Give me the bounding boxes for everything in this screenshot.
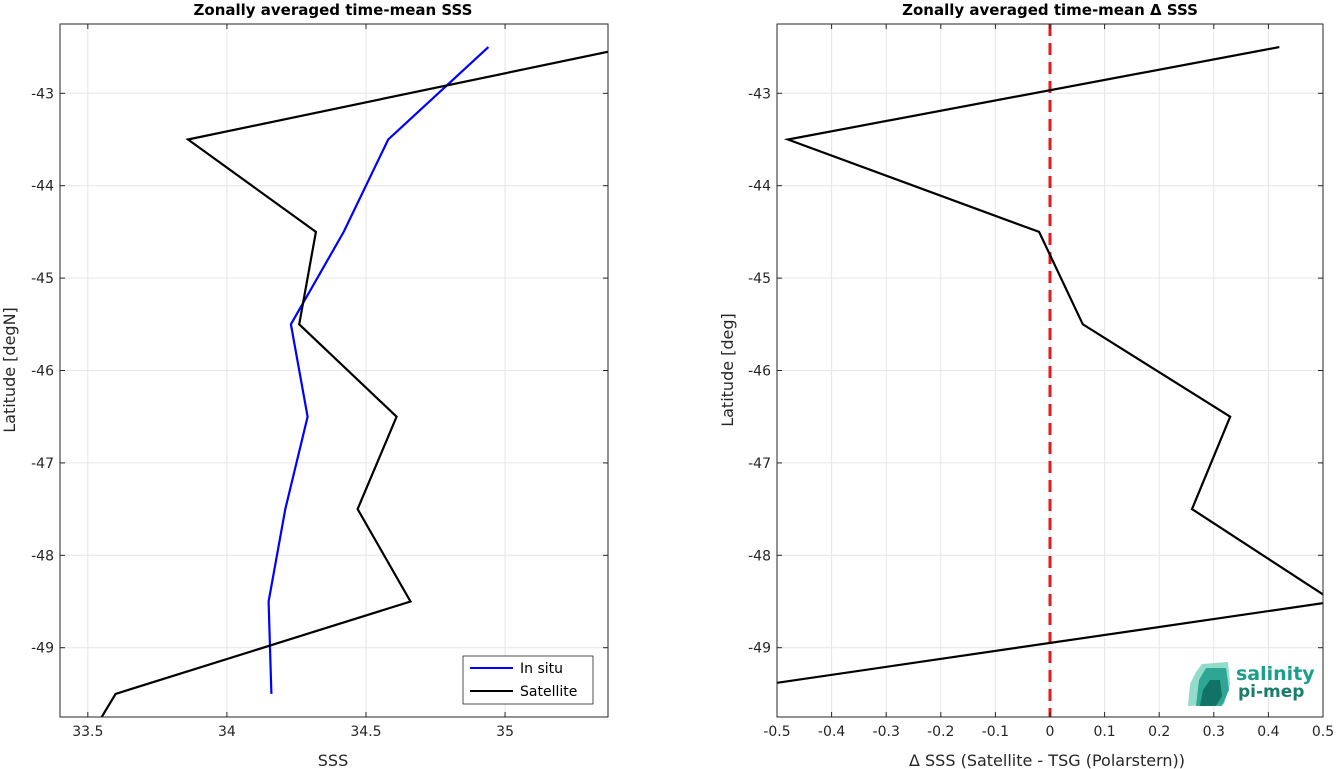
right-series-line-delta-sss xyxy=(777,46,1323,684)
right-y-tick-label: -49 xyxy=(748,641,771,657)
right-series-group xyxy=(777,24,1323,717)
sss-panel: 33.5 34 34.5 35 -43 -44 -45 -46 -47 -48 -49 Zonall… xyxy=(0,1,609,769)
right-x-tick-label: 0.4 xyxy=(1257,724,1279,740)
right-y-tick-label: -48 xyxy=(748,548,771,564)
left-series-group xyxy=(100,46,608,717)
right-x-tick-label: 0.2 xyxy=(1148,724,1170,740)
left-y-tick-label: -44 xyxy=(31,179,54,195)
right-y-tick-label: -47 xyxy=(748,456,771,472)
legend-label-in-situ: In situ xyxy=(520,661,563,677)
left-x-axis-label: SSS xyxy=(318,751,348,769)
left-ticks: 33.5 34 34.5 35 -43 -44 -45 -46 -47 -48 -49 xyxy=(31,24,608,740)
delta-sss-panel: -0.5 -0.4 -0.3 -0.2 -0.1 0 0.1 0.2 0.3 0.4 0.5 -43 -… xyxy=(718,1,1334,769)
logo-line1: salinity xyxy=(1236,663,1315,685)
left-y-axis-label: Latitude [degN] xyxy=(0,307,19,433)
left-x-tick-label: 34 xyxy=(218,724,236,740)
left-x-tick-label: 33.5 xyxy=(72,724,103,740)
right-x-tick-label: -0.2 xyxy=(927,724,954,740)
left-x-tick-label: 34.5 xyxy=(350,724,381,740)
right-x-tick-label: -0.3 xyxy=(873,724,900,740)
left-y-tick-label: -48 xyxy=(31,548,54,564)
right-y-tick-label: -45 xyxy=(748,271,771,287)
right-chart-title: Zonally averaged time-mean Δ SSS xyxy=(902,1,1198,19)
right-x-axis-label: Δ SSS (Satellite - TSG (Polarstern)) xyxy=(909,751,1185,769)
left-series-line-in-situ xyxy=(267,46,490,694)
right-x-tick-label: -0.1 xyxy=(982,724,1009,740)
left-y-tick-label: -46 xyxy=(31,364,54,380)
right-x-tick-label: -0.5 xyxy=(763,724,790,740)
left-grid xyxy=(60,24,608,717)
legend: In situ Satellite xyxy=(462,655,594,705)
logo-line2: pi-mep xyxy=(1238,682,1304,702)
right-y-tick-label: -46 xyxy=(748,364,771,380)
left-y-tick-label: -49 xyxy=(31,641,54,657)
left-y-tick-label: -43 xyxy=(31,86,54,102)
left-y-tick-label: -47 xyxy=(31,456,54,472)
left-y-tick-label: -45 xyxy=(31,271,54,287)
right-y-tick-label: -43 xyxy=(748,86,771,102)
right-y-axis-label: Latitude [deg] xyxy=(718,313,737,427)
right-x-tick-label: 0.5 xyxy=(1312,724,1334,740)
right-x-tick-label: 0.1 xyxy=(1093,724,1115,740)
right-x-tick-label: -0.4 xyxy=(818,724,845,740)
left-chart-title: Zonally averaged time-mean SSS xyxy=(194,1,473,19)
legend-box xyxy=(462,655,594,705)
right-x-tick-label: 0 xyxy=(1046,724,1055,740)
salinity-pimep-logo: salinity pi-mep xyxy=(1188,662,1315,706)
right-x-tick-label: 0.3 xyxy=(1203,724,1225,740)
right-y-tick-label: -44 xyxy=(748,179,771,195)
legend-label-satellite: Satellite xyxy=(520,684,577,700)
right-ticks: -0.5 -0.4 -0.3 -0.2 -0.1 0 0.1 0.2 0.3 0.4 0.5 -43 -… xyxy=(748,24,1334,740)
left-x-tick-label: 35 xyxy=(496,724,514,740)
left-series-line-satellite xyxy=(100,50,608,717)
